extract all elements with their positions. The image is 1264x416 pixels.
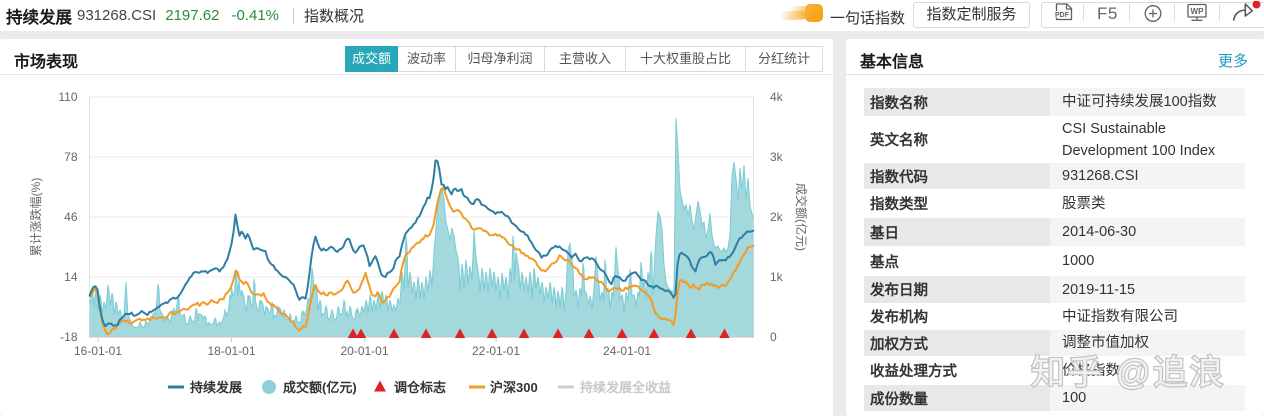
svg-text:PDF: PDF [1055, 12, 1070, 19]
svg-text:78: 78 [64, 150, 78, 164]
svg-text:110: 110 [58, 90, 77, 104]
svg-text:16-01-01: 16-01-01 [74, 344, 122, 358]
svg-text:18-01-01: 18-01-01 [207, 344, 255, 358]
svg-text:WP: WP [1191, 7, 1205, 16]
svg-text:沪深300: 沪深300 [490, 380, 538, 395]
svg-text:成交额(亿元): 成交额(亿元) [283, 380, 357, 395]
svg-text:0: 0 [770, 330, 777, 344]
svg-text:持续发展全收益: 持续发展全收益 [580, 380, 671, 395]
svg-text:14: 14 [64, 270, 78, 284]
svg-text:20-01-01: 20-01-01 [340, 344, 388, 358]
svg-text:3k: 3k [770, 150, 784, 164]
svg-text:累计涨跌幅(%): 累计涨跌幅(%) [28, 178, 43, 257]
svg-text:持续发展: 持续发展 [190, 380, 243, 395]
svg-text:2k: 2k [770, 210, 784, 224]
svg-text:4k: 4k [770, 90, 784, 104]
svg-text:1k: 1k [770, 270, 784, 284]
svg-text:46: 46 [64, 210, 78, 224]
svg-text:24-01-01: 24-01-01 [603, 344, 651, 358]
svg-text:-18: -18 [60, 330, 78, 344]
svg-text:调仓标志: 调仓标志 [394, 380, 446, 395]
svg-text:22-01-01: 22-01-01 [472, 344, 520, 358]
svg-text:成交额(亿元): 成交额(亿元) [794, 183, 809, 251]
